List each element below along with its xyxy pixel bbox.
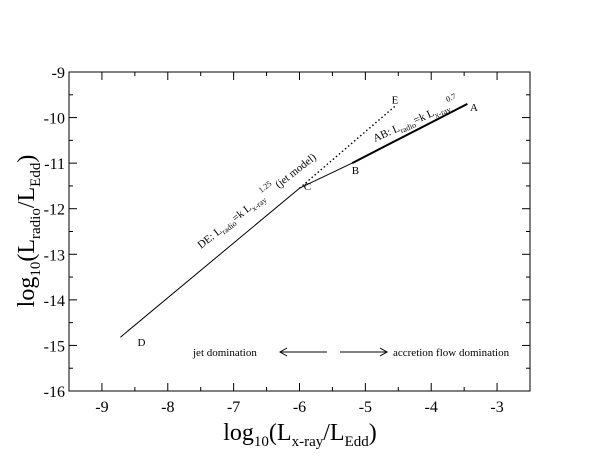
x-tick-label: -9 <box>95 399 108 416</box>
y-tick-label: -9 <box>52 65 65 82</box>
x-tick-label: -8 <box>161 399 174 416</box>
de-relation-label: DE: Lradio=k Lx-ray1.25 (jet model) <box>192 147 320 253</box>
x-tick-label: -5 <box>359 399 372 416</box>
x-tick-label: -4 <box>425 399 438 416</box>
series-line-4 <box>351 103 468 164</box>
y-tick-label: -15 <box>44 338 65 355</box>
ab-relation-label: AB: Lradio=k Lx-ray0.7 <box>369 92 461 147</box>
x-axis-label: log10(Lx-ray/LEdd) <box>223 420 376 450</box>
point-label-a: A <box>470 102 478 114</box>
x-tick-label: -6 <box>293 399 306 416</box>
point-label-c: C <box>304 181 311 193</box>
y-tick-label: -11 <box>44 156 65 173</box>
right-arrow <box>340 347 389 357</box>
point-labels: A B C D E <box>137 94 478 349</box>
series-line-2 <box>299 105 396 189</box>
series-lines <box>120 103 468 338</box>
accretion-domination-label: accretion flow domination <box>393 347 510 359</box>
x-tick-label: -3 <box>490 399 503 416</box>
y-tick-label: -16 <box>44 384 65 401</box>
axis-ticks: -9 -8 -7 -6 -5 -4 -3 -16 -15 -14 -13 -12 -11 -10 -9 <box>44 65 531 416</box>
point-label-b: B <box>352 165 359 177</box>
jet-domination-label: jet domination <box>192 347 257 359</box>
y-tick-label: -13 <box>44 247 65 264</box>
series-line-3 <box>299 162 353 189</box>
y-tick-label: -14 <box>44 293 65 310</box>
x-tick-label: -7 <box>227 399 240 416</box>
y-tick-label: -10 <box>44 111 65 128</box>
series-line-1 <box>120 187 300 338</box>
y-axis-label: log10(Lradio/LEdd) <box>14 155 44 308</box>
left-arrow <box>278 347 327 357</box>
point-label-d: D <box>137 337 145 349</box>
point-label-e: E <box>392 94 399 106</box>
y-tick-label: -12 <box>44 202 65 219</box>
